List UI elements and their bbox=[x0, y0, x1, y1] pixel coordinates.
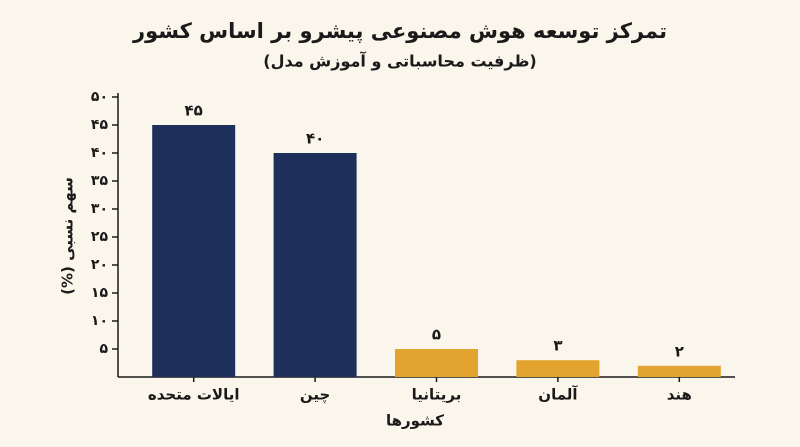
x-tick-label: آلمان bbox=[538, 386, 578, 404]
bar bbox=[516, 360, 600, 377]
x-tick-label: ایالات متحده bbox=[148, 386, 240, 404]
x-tick-label: هند bbox=[667, 386, 692, 404]
bar bbox=[395, 349, 478, 377]
y-tick-label: ۳۰ bbox=[91, 201, 108, 217]
value-label: ۲ bbox=[675, 342, 684, 360]
x-axis-title: کشورها bbox=[386, 412, 444, 430]
value-label: ۵ bbox=[432, 326, 441, 344]
y-tick-label: ۴۰ bbox=[91, 145, 108, 161]
value-label: ۴۵ bbox=[185, 102, 203, 120]
value-label: ۳ bbox=[553, 337, 562, 355]
bar bbox=[637, 365, 721, 377]
bar bbox=[273, 153, 357, 377]
chart-title: تمرکز توسعه هوش مصنوعی پیشرو بر اساس کشو… bbox=[132, 19, 667, 43]
y-tick-label: ۲۵ bbox=[91, 229, 109, 245]
bar bbox=[152, 125, 236, 377]
y-axis-title: سهم نسبی (%) bbox=[59, 177, 77, 295]
x-tick-label: بریتانیا bbox=[412, 386, 462, 404]
y-tick-label: ۳۵ bbox=[91, 173, 109, 189]
y-tick-label: ۲۰ bbox=[91, 257, 108, 273]
y-tick-label: ۵ bbox=[99, 341, 108, 357]
value-label: ۴۰ bbox=[306, 130, 324, 148]
chart-subtitle: (ظرفیت محاسباتی و آموزش مدل) bbox=[263, 51, 536, 71]
y-tick-label: ۵۰ bbox=[91, 89, 108, 105]
x-tick-label: چین bbox=[300, 386, 330, 405]
y-tick-label: ۱۰ bbox=[91, 313, 108, 329]
y-tick-label: ۱۵ bbox=[91, 285, 109, 301]
y-tick-label: ۴۵ bbox=[91, 117, 109, 133]
